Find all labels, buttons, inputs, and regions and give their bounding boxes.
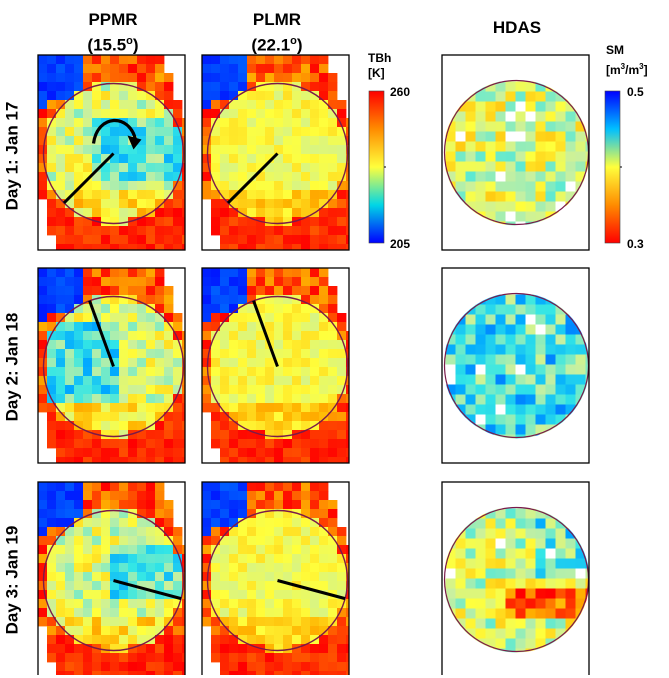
heading-line bbox=[113, 579, 182, 601]
sm-colorbar bbox=[604, 90, 621, 244]
row-label-day3: Day 3: Jan 19 bbox=[2, 525, 22, 635]
site-circle bbox=[42, 82, 185, 225]
sm-units-mid: /m bbox=[625, 63, 640, 77]
heading-line bbox=[252, 300, 279, 368]
site-circle bbox=[206, 82, 349, 225]
sm-units-sup2: 3 bbox=[639, 62, 644, 71]
tbh-colorbar-units: [K] bbox=[368, 66, 385, 80]
tbh-colorbar bbox=[368, 90, 385, 244]
ppmr-column-title: PPMR bbox=[88, 10, 138, 29]
sm-colorbar-min: 0.3 bbox=[627, 237, 644, 251]
ppmr-angle-degree: o bbox=[126, 35, 133, 47]
plmr-angle-degree: o bbox=[290, 35, 297, 47]
tbh-colorbar-min: 205 bbox=[390, 237, 411, 251]
plmr-panel-day3 bbox=[201, 481, 350, 675]
plmr-incidence-angle: (22.1o) bbox=[222, 31, 332, 56]
sm-colorbar-units: [m3/m3] bbox=[606, 60, 648, 77]
heading-line bbox=[88, 300, 115, 368]
plmr-panel-day2 bbox=[201, 267, 350, 464]
hdas-panel-day1 bbox=[441, 54, 590, 251]
ppmr-panel-day2 bbox=[37, 267, 186, 464]
hdas-panel-day2 bbox=[441, 267, 590, 464]
site-circle bbox=[42, 295, 185, 438]
ppmr-panel-day1 bbox=[37, 54, 186, 251]
hdas-panel-day3 bbox=[441, 481, 590, 675]
plmr-angle-value: (22.1 bbox=[251, 35, 291, 55]
sm-colorbar-max: 0.5 bbox=[627, 85, 644, 99]
site-circle bbox=[206, 509, 349, 652]
sm-colorbar-title: SM bbox=[606, 43, 624, 57]
sm-units-post: ] bbox=[643, 63, 648, 77]
heading-line bbox=[62, 152, 115, 205]
plmr-angle-close: ) bbox=[296, 35, 303, 55]
site-circle bbox=[42, 509, 185, 652]
heading-line bbox=[226, 152, 279, 205]
ppmr-angle-close: ) bbox=[132, 35, 139, 55]
site-circle bbox=[206, 295, 349, 438]
ppmr-angle-value: (15.5 bbox=[87, 35, 127, 55]
row-label-day2: Day 2: Jan 18 bbox=[2, 312, 22, 422]
map-panels bbox=[37, 54, 590, 675]
plmr-panel-day1 bbox=[201, 54, 350, 251]
rotation-arrow bbox=[91, 118, 138, 144]
rotation-arrow-head bbox=[127, 135, 142, 150]
hdas-column-title: HDAS bbox=[492, 18, 542, 37]
plmr-column-title: PLMR bbox=[252, 10, 302, 29]
row-label-day1: Day 1: Jan 17 bbox=[2, 101, 22, 211]
tbh-colorbar-title: TBh bbox=[368, 51, 392, 65]
sm-units-sup1: 3 bbox=[620, 62, 626, 71]
tbh-colorbar-max: 260 bbox=[390, 85, 411, 99]
ppmr-panel-day3 bbox=[37, 481, 186, 675]
heading-line bbox=[277, 579, 346, 601]
ppmr-incidence-angle: (15.5o) bbox=[58, 31, 168, 56]
sm-units-pre: [m bbox=[606, 63, 621, 77]
